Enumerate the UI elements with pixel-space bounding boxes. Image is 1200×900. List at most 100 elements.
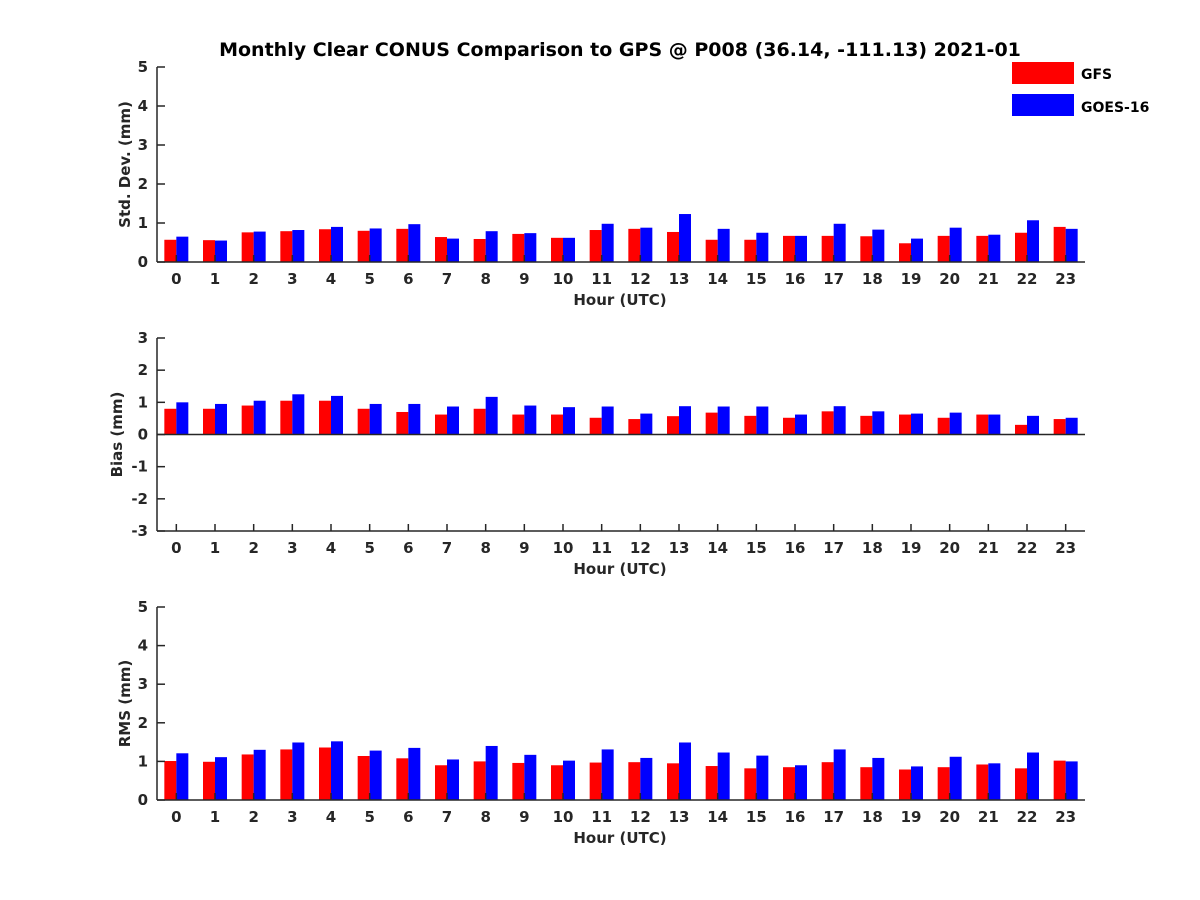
std-y-tick-label: 2: [138, 175, 148, 193]
rms-y-tick-label: 1: [138, 752, 148, 770]
rms-y-axis-label: RMS (mm): [116, 660, 134, 747]
std-y-tick-label: 1: [138, 214, 148, 232]
rms-x-tick-label: 13: [669, 808, 690, 826]
std-bar-gfs-22: [1015, 232, 1027, 262]
rms-bar-gfs-8: [473, 761, 486, 800]
rms-x-tick-label: 20: [939, 808, 960, 826]
rms-x-tick-label: 18: [862, 808, 883, 826]
std-bar-gfs-18: [860, 236, 873, 262]
std-bar-gfs-17: [821, 235, 834, 262]
rms-y-tick-label: 3: [138, 675, 148, 693]
bias-bar-goes16-1: [215, 403, 227, 435]
bias-bar-gfs-2: [241, 405, 254, 435]
std-bar-gfs-21: [976, 235, 989, 262]
rms-bar-gfs-11: [589, 762, 602, 800]
rms-x-tick-label: 9: [519, 808, 529, 826]
rms-x-tick-label: 6: [403, 808, 413, 826]
rms-bar-goes16-1: [215, 757, 227, 800]
std-bar-gfs-11: [589, 230, 602, 262]
bias-bar-goes16-16: [795, 414, 807, 435]
rms-x-tick-label: 17: [823, 808, 844, 826]
bias-bar-gfs-22: [1015, 424, 1027, 435]
rms-bar-gfs-22: [1015, 768, 1027, 800]
bias-bar-gfs-19: [899, 414, 911, 435]
rms-x-tick-label: 5: [364, 808, 374, 826]
bias-bar-goes16-13: [679, 406, 691, 435]
rms-bar-gfs-5: [357, 755, 370, 800]
rms-x-tick-label: 2: [248, 808, 258, 826]
rms-y-tick-label: 0: [138, 791, 148, 809]
rms-bar-gfs-7: [435, 765, 447, 800]
std-bar-goes16-21: [988, 234, 1001, 262]
rms-x-tick-label: 16: [785, 808, 806, 826]
rms-y-tick-label: 5: [138, 598, 148, 616]
std-x-tick-label: 23: [1055, 270, 1076, 288]
std-bar-goes16-23: [1065, 228, 1078, 262]
bias-x-tick-label: 11: [591, 539, 612, 557]
bias-bar-goes16-5: [369, 403, 382, 435]
bias-bar-goes16-23: [1065, 417, 1078, 435]
std-bar-goes16-16: [795, 235, 807, 262]
rms-bar-goes16-22: [1027, 752, 1039, 800]
rms-bar-gfs-20: [937, 767, 950, 800]
rms-x-tick-label: 22: [1017, 808, 1038, 826]
bias-x-tick-label: 8: [480, 539, 490, 557]
std-bar-goes16-0: [176, 236, 189, 262]
std-bar-goes16-18: [872, 229, 885, 262]
rms-x-tick-label: 0: [171, 808, 181, 826]
bias-bar-gfs-5: [357, 408, 370, 435]
std-x-tick-label: 0: [171, 270, 181, 288]
rms-x-tick-label: 4: [326, 808, 336, 826]
std-bar-goes16-4: [331, 226, 343, 262]
bias-bar-gfs-6: [396, 411, 409, 435]
std-x-tick-label: 7: [442, 270, 452, 288]
std-bar-gfs-12: [628, 228, 641, 262]
rms-bar-goes16-21: [988, 763, 1001, 800]
std-bar-goes16-12: [640, 227, 653, 262]
legend-swatch-gfs: [1012, 62, 1074, 84]
std-y-axis-label: Std. Dev. (mm): [116, 101, 134, 228]
std-bar-goes16-22: [1027, 220, 1039, 262]
rms-bar-goes16-11: [601, 749, 614, 800]
rms-bar-goes16-15: [756, 755, 769, 800]
bias-bar-gfs-10: [551, 414, 563, 435]
bias-bar-gfs-16: [783, 417, 795, 435]
rms-bar-goes16-10: [563, 760, 575, 800]
std-bar-goes16-13: [679, 214, 691, 262]
std-bar-gfs-6: [396, 228, 409, 262]
std-bar-goes16-15: [756, 232, 769, 262]
bias-bar-goes16-9: [524, 405, 537, 435]
std-bar-goes16-10: [563, 237, 575, 262]
rms-bar-goes16-17: [833, 749, 846, 800]
bias-bar-gfs-8: [473, 408, 486, 435]
rms-bar-gfs-15: [744, 768, 757, 800]
chart-title: Monthly Clear CONUS Comparison to GPS @ …: [219, 39, 1021, 61]
bias-bar-goes16-4: [331, 395, 343, 435]
bias-x-tick-label: 15: [746, 539, 767, 557]
std-bar-goes16-11: [601, 223, 614, 262]
rms-bar-gfs-16: [783, 767, 795, 800]
rms-bar-goes16-20: [949, 756, 962, 800]
rms-bar-goes16-7: [447, 759, 459, 800]
std-bar-goes16-20: [949, 227, 962, 262]
rms-bar-gfs-13: [667, 763, 679, 800]
bias-x-tick-label: 7: [442, 539, 452, 557]
rms-bar-goes16-0: [176, 753, 189, 800]
bias-x-tick-label: 2: [248, 539, 258, 557]
rms-bar-gfs-2: [241, 754, 254, 800]
rms-bar-goes16-19: [911, 766, 923, 800]
bias-bar-gfs-23: [1053, 419, 1066, 435]
rms-x-tick-label: 8: [480, 808, 490, 826]
std-x-tick-label: 13: [669, 270, 690, 288]
rms-bar-goes16-13: [679, 742, 691, 800]
std-bar-gfs-16: [783, 235, 795, 262]
bias-x-tick-label: 23: [1055, 539, 1076, 557]
bias-bar-gfs-0: [164, 408, 177, 435]
rms-bar-gfs-19: [899, 769, 911, 800]
std-bar-goes16-14: [717, 228, 730, 262]
bias-bar-gfs-12: [628, 419, 641, 435]
rms-bar-gfs-14: [705, 766, 718, 800]
rms-x-tick-label: 15: [746, 808, 767, 826]
rms-y-tick-label: 4: [138, 637, 148, 655]
